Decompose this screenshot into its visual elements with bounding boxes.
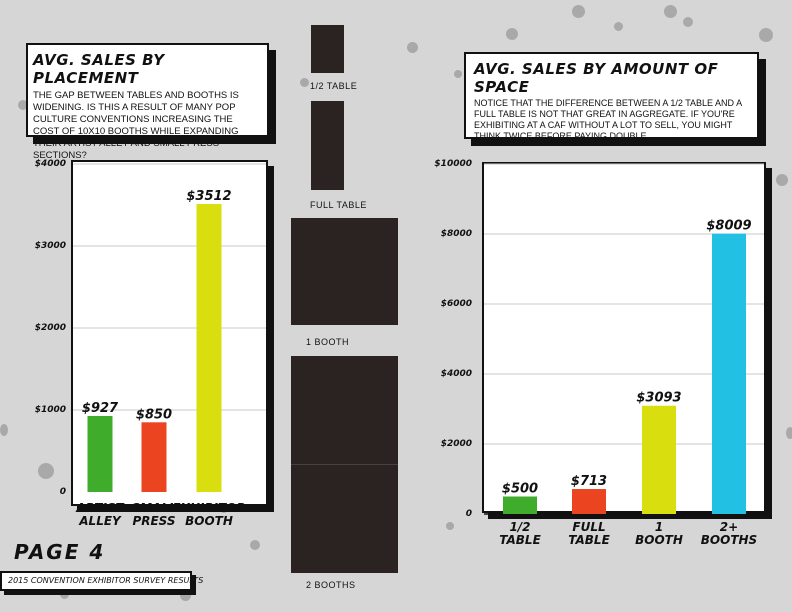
y-tick-label: $2000 bbox=[441, 439, 472, 449]
space-block-label: 2 BOOTHS bbox=[306, 580, 356, 590]
category-label: BOOTH bbox=[635, 533, 683, 547]
y-tick-label: $10000 bbox=[434, 159, 472, 169]
data-label: $927 bbox=[82, 401, 119, 416]
data-label: $3093 bbox=[636, 391, 681, 406]
category-label: ARTIST bbox=[75, 501, 124, 515]
decor-dot bbox=[180, 590, 191, 601]
y-tick-label: $8000 bbox=[441, 229, 472, 239]
decor-dot bbox=[38, 463, 54, 479]
decor-dot bbox=[786, 427, 792, 439]
right-chart: 0$2000$4000$6000$8000$10000$5001/2TABLE$… bbox=[434, 159, 764, 547]
space-block-divider bbox=[291, 464, 398, 465]
decor-dot bbox=[446, 522, 454, 530]
category-label: SMALL bbox=[131, 501, 176, 515]
right-chart-description: NOTICE THAT THE DIFFERENCE BETWEEN A 1/2… bbox=[474, 98, 742, 141]
category-label: ALLEY bbox=[78, 514, 122, 528]
data-label: $3512 bbox=[186, 189, 231, 204]
data-label: $713 bbox=[571, 474, 607, 489]
left-chart-panel bbox=[71, 160, 268, 506]
category-label: 1/2 bbox=[509, 520, 530, 534]
y-tick-label: $1000 bbox=[35, 405, 66, 415]
category-label: 1 bbox=[655, 520, 663, 534]
right-chart-title: AVG. SALES BY AMOUNT OF SPACE bbox=[474, 60, 719, 96]
footer-survey-title: 2015 CONVENTION EXHIBITOR SURVEY RESULTS bbox=[0, 571, 203, 591]
bar bbox=[712, 233, 746, 514]
y-tick-label: 0 bbox=[60, 487, 66, 497]
bar bbox=[141, 422, 167, 492]
decor-dot bbox=[0, 424, 8, 436]
decor-dot bbox=[506, 28, 518, 40]
space-block-half-table bbox=[311, 25, 344, 73]
decor-dot bbox=[220, 505, 228, 513]
decor-dot bbox=[454, 70, 462, 78]
decor-dot bbox=[300, 78, 309, 87]
space-block-full-table bbox=[311, 101, 344, 190]
space-block-label: 1/2 TABLE bbox=[310, 81, 358, 91]
decor-dot bbox=[664, 5, 677, 18]
data-label: $8009 bbox=[706, 219, 751, 234]
data-label: $850 bbox=[136, 407, 172, 422]
left-chart-description: THE GAP BETWEEN TABLES AND BOOTHS IS WID… bbox=[33, 90, 239, 161]
decor-dot bbox=[60, 590, 69, 599]
decor-dot bbox=[614, 22, 623, 31]
category-label: TABLE bbox=[568, 533, 610, 547]
y-tick-label: $6000 bbox=[441, 299, 472, 309]
left-chart-title: AVG. SALES BY PLACEMENT bbox=[33, 51, 165, 87]
bar bbox=[87, 415, 113, 492]
decor-dot bbox=[759, 28, 773, 42]
space-block-label: 1 BOOTH bbox=[306, 337, 350, 347]
decor-dot bbox=[776, 174, 788, 186]
category-label: 2+ bbox=[720, 520, 738, 534]
bar bbox=[642, 405, 676, 514]
decor-dot bbox=[18, 100, 28, 110]
bar bbox=[572, 489, 606, 514]
decor-dot bbox=[250, 540, 260, 550]
right-callout: AVG. SALES BY AMOUNT OF SPACE NOTICE THA… bbox=[464, 52, 759, 141]
y-tick-label: 0 bbox=[466, 509, 472, 519]
y-tick-label: $3000 bbox=[35, 241, 66, 251]
category-label: FULL bbox=[572, 520, 605, 534]
page-label: PAGE 4 bbox=[14, 540, 106, 564]
category-label: PRESS bbox=[132, 514, 175, 528]
category-label: BOOTH bbox=[185, 514, 233, 528]
decor-dot bbox=[572, 5, 585, 18]
decor-dot bbox=[407, 42, 418, 53]
space-block-label: FULL TABLE bbox=[310, 200, 367, 210]
decor-dot bbox=[683, 17, 693, 27]
category-label: BOOTHS bbox=[701, 533, 757, 547]
bar bbox=[196, 204, 222, 493]
y-tick-label: $4000 bbox=[441, 369, 472, 379]
data-label: $500 bbox=[502, 482, 538, 497]
y-tick-label: $2000 bbox=[35, 323, 66, 333]
left-callout: AVG. SALES BY PLACEMENT THE GAP BETWEEN … bbox=[26, 43, 269, 161]
y-tick-label: $4000 bbox=[35, 159, 66, 169]
space-block-1-booth bbox=[291, 218, 398, 325]
category-label: TABLE bbox=[499, 533, 541, 547]
bar bbox=[503, 496, 537, 514]
category-label: EXHIBITOR bbox=[172, 501, 245, 515]
